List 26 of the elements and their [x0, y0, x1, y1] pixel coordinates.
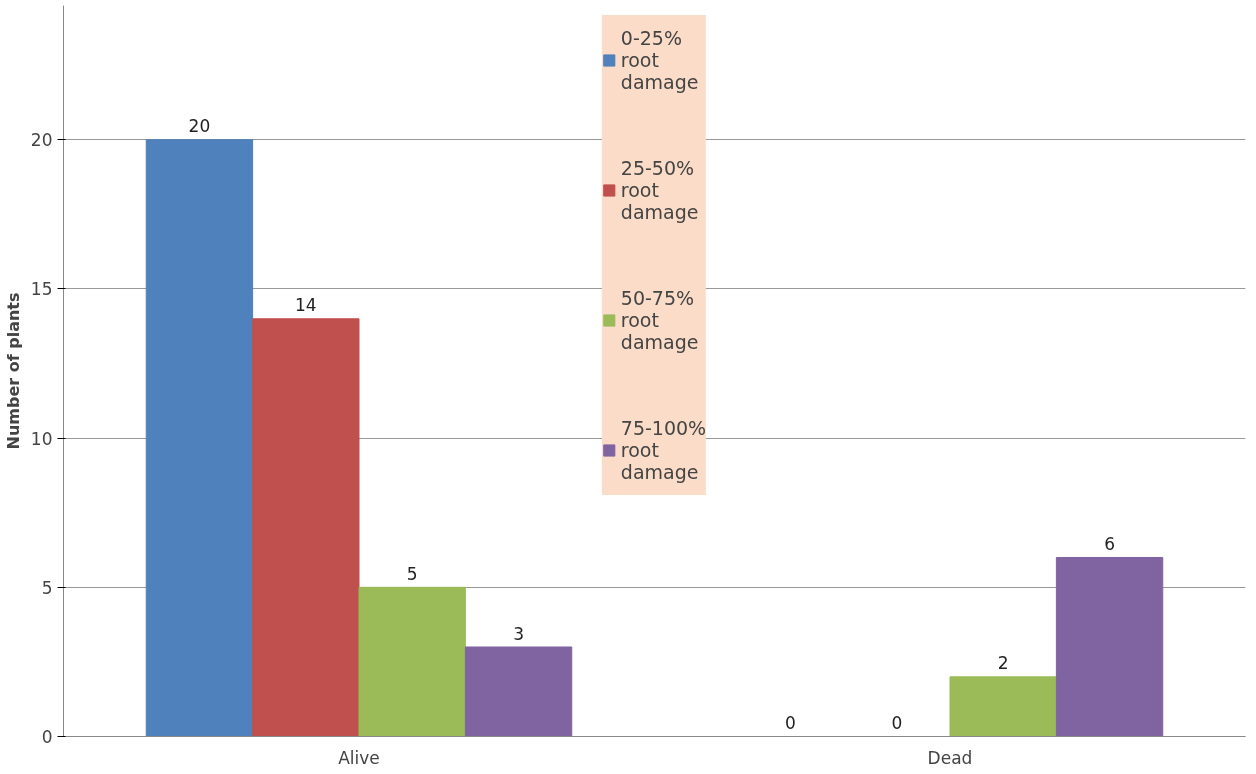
bar — [1055, 556, 1164, 737]
legend-label: 25-50% root damage — [620, 156, 699, 225]
data-label: 5 — [406, 563, 418, 584]
bar — [145, 139, 254, 737]
bar — [464, 646, 573, 737]
data-label: 0 — [785, 713, 796, 734]
y-tick-label: 0 — [41, 727, 53, 747]
bar — [252, 318, 360, 737]
x-tick-label: Alive — [338, 747, 380, 768]
data-label: 3 — [513, 623, 524, 644]
y-tick-label: 20 — [30, 130, 53, 151]
legend-label: 0-25% root damage — [620, 26, 699, 95]
data-label: 6 — [1104, 534, 1115, 555]
y-axis-title: Number of plants — [3, 292, 23, 450]
bar — [358, 586, 466, 737]
legend-label: 75-100% root damage — [620, 416, 707, 485]
data-label: 2 — [997, 653, 1009, 674]
y-tick-label: 5 — [41, 577, 53, 598]
data-label: 14 — [294, 295, 317, 316]
legend-label: 50-75% root damage — [620, 286, 699, 355]
data-label: 0 — [891, 713, 903, 734]
bar — [949, 676, 1057, 737]
x-tick-label: Dead — [927, 747, 973, 768]
y-tick-label: 15 — [30, 279, 53, 300]
data-label: 20 — [188, 116, 211, 137]
y-tick-label: 10 — [30, 428, 53, 449]
